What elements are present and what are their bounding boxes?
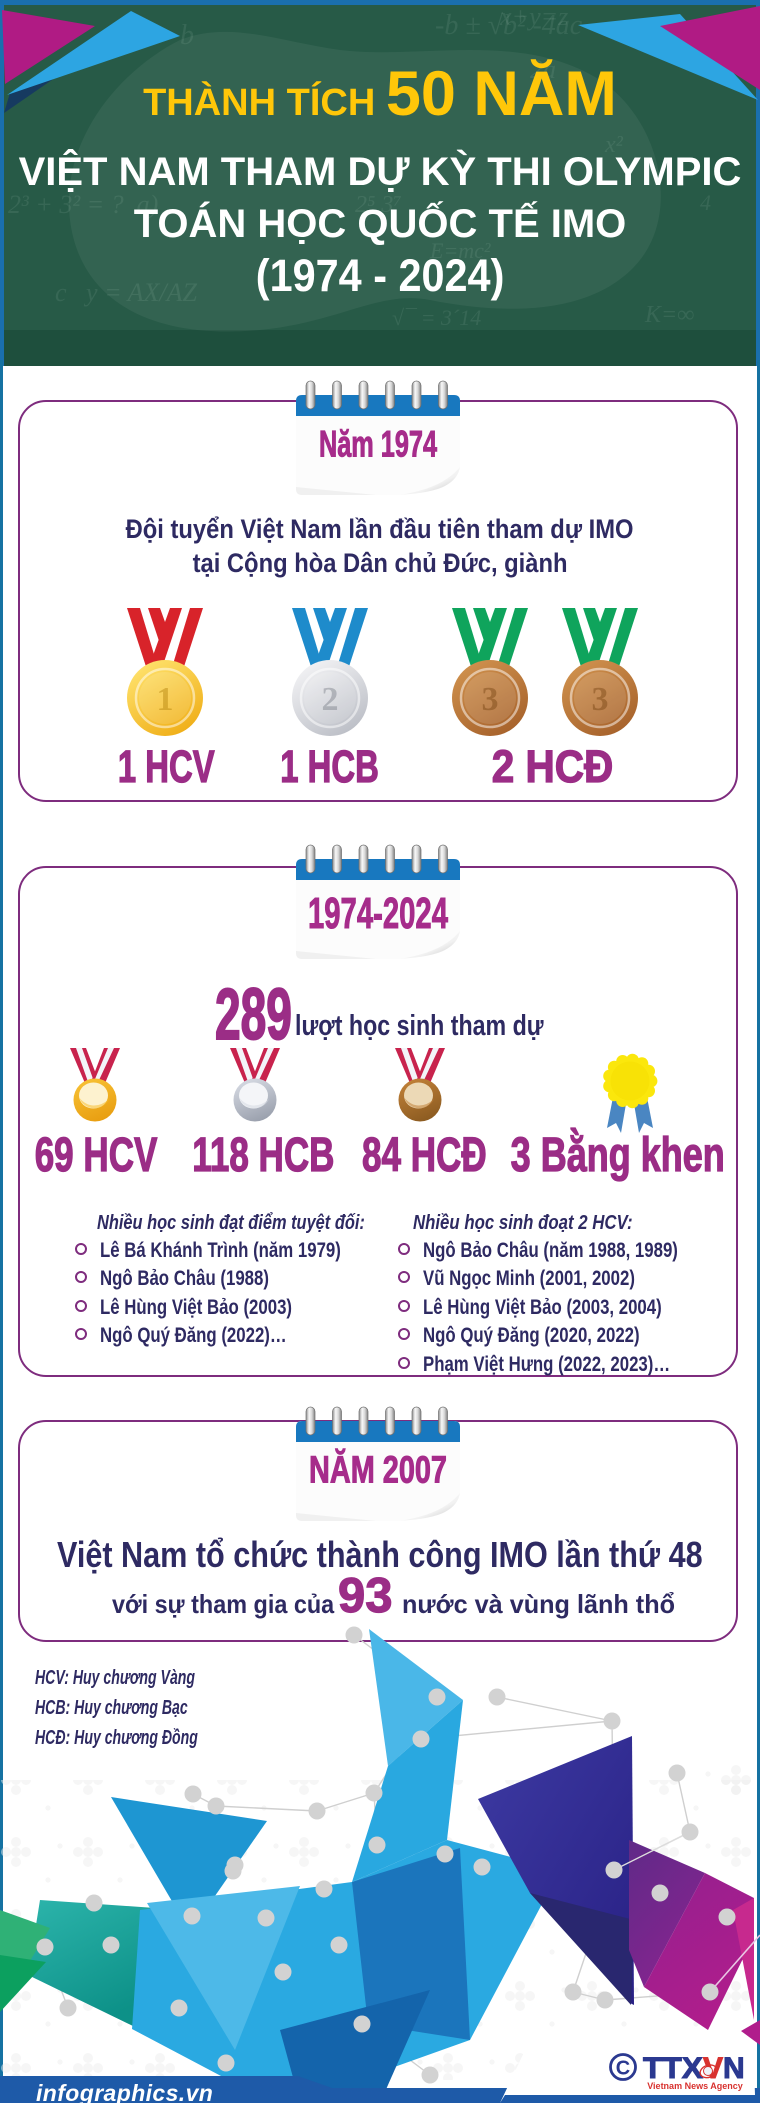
svg-text:3: 3: [592, 681, 609, 718]
svg-text:Năm 1974: Năm 1974: [319, 423, 437, 464]
svg-text:Vietnam News Agency: Vietnam News Agency: [647, 2081, 743, 2091]
svg-text:1: 1: [157, 681, 174, 718]
svg-text:2: 2: [322, 681, 339, 718]
svg-text:N: N: [723, 2052, 745, 2085]
svg-text:C: C: [616, 2058, 630, 2080]
svg-text:NĂM 2007: NĂM 2007: [309, 1448, 447, 1492]
svg-text:1974-2024: 1974-2024: [308, 889, 448, 938]
svg-text:3: 3: [482, 681, 499, 718]
svg-text:TTX: TTX: [643, 2052, 703, 2085]
